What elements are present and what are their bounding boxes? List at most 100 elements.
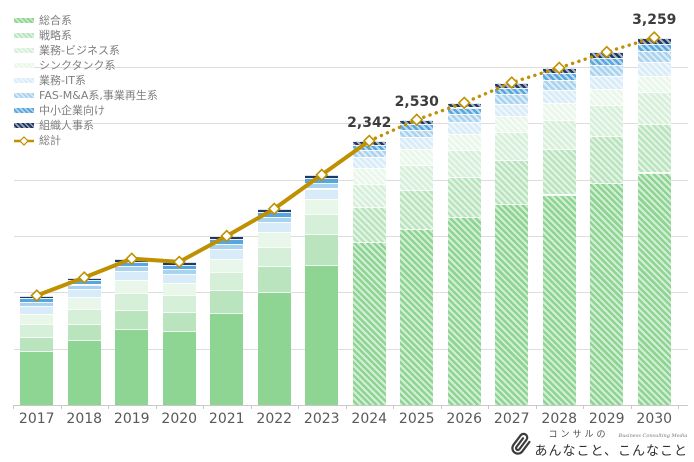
bar-segment-2024 xyxy=(352,206,386,243)
bar-segment-2024 xyxy=(352,242,386,405)
legend-label: FAS-M&A系,事業再生系 xyxy=(39,89,158,102)
legend-item-8: 組織人事系 xyxy=(14,118,158,133)
logo-main-text: あんなこと、こんなこと xyxy=(534,444,688,459)
bar-segment-2021 xyxy=(210,249,244,259)
bar-segment-2030 xyxy=(637,62,671,76)
bar-segment-2022 xyxy=(257,212,291,217)
legend-item-6: FAS-M&A系,事業再生系 xyxy=(14,88,158,103)
gridline xyxy=(14,235,688,237)
bar-segment-2019 xyxy=(115,280,149,293)
bar-segment-2020 xyxy=(162,264,196,270)
paperclip-icon xyxy=(510,432,531,455)
bar-segment-2022 xyxy=(257,216,291,223)
x-axis-tick xyxy=(108,405,109,409)
bar-segment-2019 xyxy=(115,261,149,267)
bar-segment-2020 xyxy=(162,274,196,284)
bar-segment-2020 xyxy=(162,330,196,405)
bar-segment-2030 xyxy=(637,92,671,125)
bar-segment-2022 xyxy=(257,265,291,293)
bar-segment-2017 xyxy=(20,298,54,302)
gridline xyxy=(14,123,688,125)
x-axis-tick xyxy=(13,405,14,409)
bar-segment-2017 xyxy=(20,295,54,299)
bar-segment-2019 xyxy=(115,292,149,310)
x-axis-tick xyxy=(678,405,679,409)
legend-label: 中小企業向け xyxy=(39,104,105,117)
legend-swatch xyxy=(14,48,34,53)
legend-swatch xyxy=(14,33,34,38)
x-axis-label: 2029 xyxy=(588,411,625,427)
total-value-label: 3,259 xyxy=(632,11,677,28)
bar-segment-2026 xyxy=(447,122,481,135)
bar-segment-2024 xyxy=(352,144,386,150)
bar-segment-2025 xyxy=(400,228,434,405)
logo-tagline: Business Consulting Media xyxy=(618,433,688,439)
bar-segment-2019 xyxy=(115,258,149,262)
x-axis-label: 2028 xyxy=(541,411,578,427)
bar-segment-2026 xyxy=(447,217,481,405)
x-axis-label: 2026 xyxy=(446,411,483,427)
bar-segment-2029 xyxy=(590,64,624,76)
logo-text: コンサルの Business Consulting Media あんなこと、こん… xyxy=(535,427,688,459)
bar-segment-2028 xyxy=(542,149,576,195)
bar-segment-2030 xyxy=(637,75,671,93)
x-axis-tick xyxy=(345,405,347,409)
bar-segment-2028 xyxy=(542,103,576,120)
bar-segment-2022 xyxy=(257,232,291,247)
legend-label: 業務-IT系 xyxy=(39,74,86,87)
bar-segment-2029 xyxy=(590,75,624,89)
bar-segment-2029 xyxy=(590,57,624,65)
x-axis-label: 2021 xyxy=(208,411,245,427)
legend-swatch xyxy=(14,108,34,113)
x-axis-label: 2017 xyxy=(18,411,55,427)
legend-item-2: 戦略系 xyxy=(14,28,158,43)
bar-segment-2017 xyxy=(20,306,54,314)
bar-segment-2023 xyxy=(305,188,339,200)
bar-segment-2022 xyxy=(257,222,291,233)
legend-label-total: 総計 xyxy=(39,134,61,147)
bar-segment-2025 xyxy=(400,190,434,229)
x-axis-tick xyxy=(440,405,442,409)
x-axis-tick xyxy=(393,405,394,409)
bar-segment-2027 xyxy=(495,203,529,405)
bar-segment-2017 xyxy=(20,302,54,307)
bar-segment-2018 xyxy=(67,323,101,341)
legend-item-3: 業務-ビジネス系 xyxy=(14,43,158,58)
bar-segment-2027 xyxy=(495,132,529,161)
legend-item-1: 総合系 xyxy=(14,13,158,28)
x-axis-label: 2020 xyxy=(161,411,198,427)
bar-segment-2028 xyxy=(542,80,576,91)
bar-segment-2023 xyxy=(305,182,339,189)
bar-segment-2024 xyxy=(352,150,386,157)
bar-segment-2018 xyxy=(67,277,101,281)
legend-label: 総合系 xyxy=(39,14,72,27)
bar-segment-2021 xyxy=(210,258,244,272)
bar-segment-2021 xyxy=(210,239,244,244)
bar-segment-2030 xyxy=(637,37,671,44)
bar-segment-2021 xyxy=(210,236,244,240)
bar-segment-2027 xyxy=(495,103,529,116)
bar-segment-2029 xyxy=(590,135,624,183)
bar-segment-2019 xyxy=(115,266,149,272)
bar-segment-2027 xyxy=(495,87,529,95)
bar-segment-2021 xyxy=(210,312,244,405)
bar-segment-2023 xyxy=(305,199,339,215)
bar-segment-2022 xyxy=(257,292,291,405)
x-axis-label: 2027 xyxy=(493,411,530,427)
x-axis-label: 2019 xyxy=(113,411,150,427)
bar-segment-2020 xyxy=(162,269,196,275)
bar-segment-2029 xyxy=(590,182,624,405)
x-axis-tick xyxy=(535,405,537,409)
bar-segment-2027 xyxy=(495,160,529,204)
bar-segment-2018 xyxy=(67,280,101,285)
bar-segment-2025 xyxy=(400,149,434,165)
bar-segment-2019 xyxy=(115,309,149,329)
bar-segment-2024 xyxy=(352,183,386,207)
x-axis-label: 2025 xyxy=(398,411,435,427)
bar-segment-2026 xyxy=(447,113,481,122)
bar-segment-2023 xyxy=(305,178,339,183)
bar-segment-2023 xyxy=(305,265,339,405)
bar-segment-2021 xyxy=(210,271,244,290)
bar-segment-2025 xyxy=(400,137,434,150)
